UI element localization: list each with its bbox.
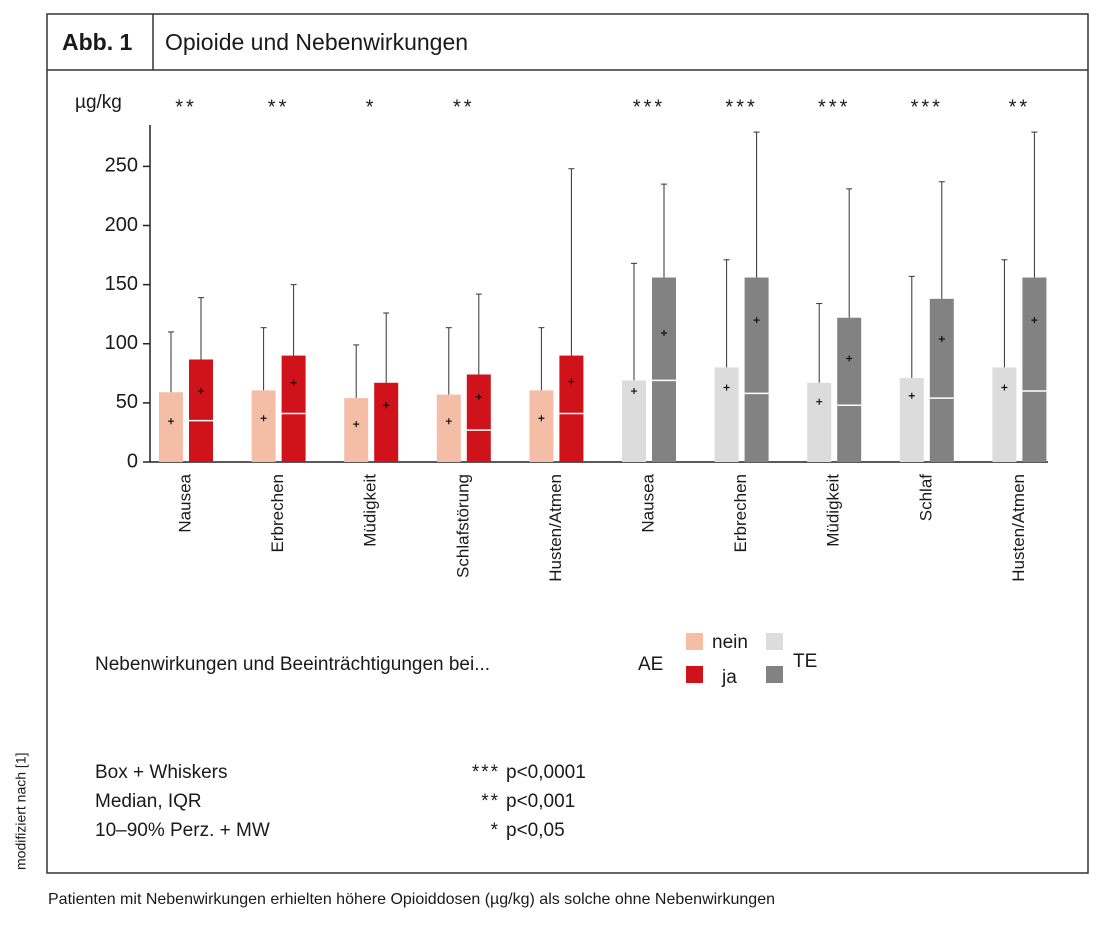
x-tick-label: Müdigkeit xyxy=(824,474,843,547)
significance: * xyxy=(366,96,377,118)
key-label: p<0,001 xyxy=(506,791,575,812)
box xyxy=(652,277,676,462)
mean xyxy=(1001,384,1008,391)
significance: ** xyxy=(268,96,290,118)
mean xyxy=(631,388,637,395)
box xyxy=(807,382,832,462)
y-tick-label: 150 xyxy=(105,273,138,295)
x-tick-label: Schlafstörung xyxy=(453,474,472,578)
legend-swatch xyxy=(686,666,703,683)
note: 10–90% Perz. + MW xyxy=(95,820,270,841)
note: Box + Whiskers xyxy=(95,762,228,783)
mean xyxy=(753,317,760,324)
y-tick-label: 50 xyxy=(116,391,138,413)
box xyxy=(1022,277,1047,462)
mean xyxy=(353,421,360,428)
significance: ** xyxy=(175,96,197,118)
mean xyxy=(846,355,853,362)
mean xyxy=(661,330,667,337)
box xyxy=(436,394,461,462)
mean xyxy=(475,393,482,400)
x-tick-label: Erbrechen xyxy=(268,474,287,552)
box xyxy=(744,277,769,462)
mean xyxy=(168,418,174,425)
box xyxy=(374,382,399,462)
note: Median, IQR xyxy=(95,791,202,812)
y-tick-label: 250 xyxy=(105,155,138,177)
mean xyxy=(445,418,452,425)
legend-level: ja xyxy=(721,667,737,688)
source-note: modifiziert nach [1] xyxy=(13,753,29,871)
key-stars: * xyxy=(491,820,500,841)
key-label: p<0,0001 xyxy=(506,762,586,783)
mean xyxy=(1031,317,1038,324)
box xyxy=(344,398,369,462)
y-tick-label: 0 xyxy=(127,450,138,472)
x-tick-label: Müdigkeit xyxy=(361,474,380,547)
mean xyxy=(198,388,204,395)
key-stars: *** xyxy=(472,762,500,783)
significance: *** xyxy=(911,96,943,118)
legend-group: TE xyxy=(793,651,817,672)
key-stars: ** xyxy=(481,791,500,812)
box xyxy=(281,355,306,462)
box xyxy=(992,367,1017,462)
significance: *** xyxy=(818,96,850,118)
mean xyxy=(260,415,267,422)
y-tick-label: 200 xyxy=(105,214,138,236)
frame xyxy=(46,13,1089,874)
box xyxy=(251,390,276,462)
y-unit: µg/kg xyxy=(75,92,122,113)
box xyxy=(837,317,862,462)
x-tick-label: Schlaf xyxy=(916,474,935,522)
mean xyxy=(938,336,945,343)
x-tick-label: Husten/Atmen xyxy=(1009,474,1028,582)
mean xyxy=(538,415,545,422)
legend-swatch xyxy=(766,633,783,650)
x-tick-label: Husten/Atmen xyxy=(546,474,565,582)
caption: Patienten mit Nebenwirkungen erhielten h… xyxy=(48,891,775,908)
mean xyxy=(568,378,575,385)
y-tick-label: 100 xyxy=(105,332,138,354)
box xyxy=(714,367,739,462)
mean xyxy=(290,379,297,386)
box xyxy=(559,355,584,462)
significance: *** xyxy=(725,96,757,118)
mean xyxy=(383,402,390,409)
box xyxy=(159,392,183,462)
x-axis-label: Nebenwirkungen und Beeinträchtigungen be… xyxy=(95,654,490,675)
legend-swatch xyxy=(766,666,783,683)
x-tick-label: Erbrechen xyxy=(731,474,750,552)
legend-swatch xyxy=(686,633,703,650)
x-tick-label: Nausea xyxy=(175,473,194,532)
box xyxy=(189,359,213,462)
box xyxy=(899,378,924,462)
box xyxy=(529,390,554,462)
key-label: p<0,05 xyxy=(506,820,565,841)
legend-level: nein xyxy=(712,632,748,653)
mean xyxy=(908,392,915,399)
chart-title: Opioide und Nebenwirkungen xyxy=(165,29,468,55)
significance: ** xyxy=(453,96,475,118)
mean xyxy=(723,384,730,391)
significance: ** xyxy=(1009,96,1031,118)
box xyxy=(466,374,491,462)
legend-group: AE xyxy=(638,654,663,675)
figure-label: Abb. 1 xyxy=(62,29,132,55)
significance: *** xyxy=(633,96,665,118)
box xyxy=(929,298,954,462)
mean xyxy=(816,398,823,405)
x-tick-label: Nausea xyxy=(638,473,657,532)
